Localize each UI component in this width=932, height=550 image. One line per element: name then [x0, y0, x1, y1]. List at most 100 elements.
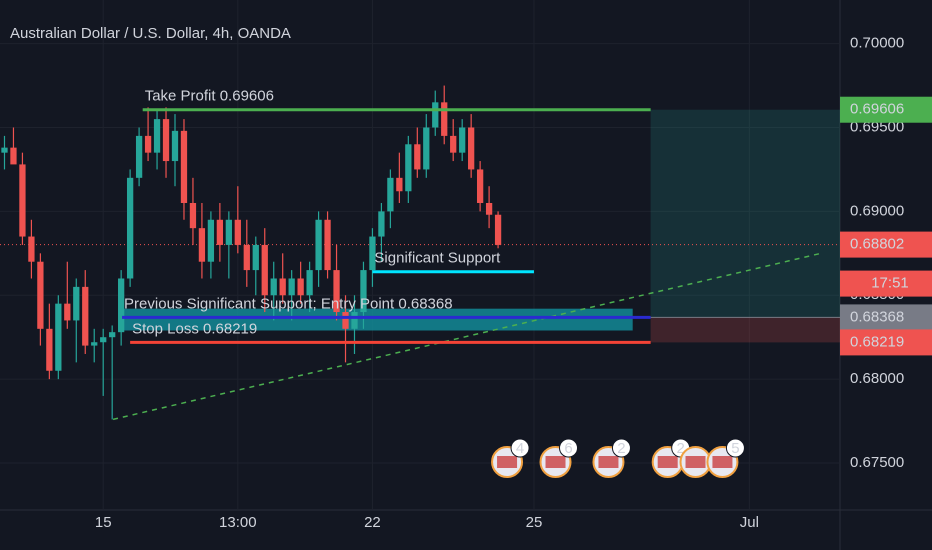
candle-body: [135, 135, 143, 178]
level-label: Take Profit 0.69606: [145, 88, 274, 105]
candle-body: [494, 214, 502, 245]
countdown: 17:51: [871, 275, 909, 292]
y-tick-label: 0.67500: [850, 454, 904, 471]
candle-body: [441, 102, 448, 136]
candle-body: [342, 312, 349, 329]
candle-body: [423, 127, 430, 170]
candle-body: [73, 286, 80, 321]
y-tick-label: 0.69000: [850, 202, 904, 219]
event-count: 2: [677, 440, 685, 457]
candle-body: [414, 144, 421, 170]
candle-body: [198, 228, 206, 262]
candle-body: [180, 130, 188, 203]
event-count-badge: [510, 438, 530, 458]
event-flag: [685, 456, 706, 468]
candle-body: [476, 169, 484, 203]
candle-body: [46, 328, 53, 371]
candle-body: [153, 119, 161, 153]
candle-body: [55, 303, 62, 371]
price-label-box: [840, 329, 932, 356]
candle-body: [162, 119, 170, 162]
candle-body: [19, 164, 26, 237]
event-flag: [497, 456, 518, 468]
candle-body: [324, 219, 331, 271]
candle-body: [100, 337, 107, 343]
candle-body: [207, 219, 215, 262]
candle-body: [37, 261, 44, 329]
event-count: 4: [516, 440, 524, 457]
candle-body: [261, 244, 268, 296]
candle-body: [279, 278, 286, 296]
event-count: 5: [731, 440, 739, 457]
stop-area: [650, 317, 840, 343]
candle-body: [82, 286, 89, 346]
level-label: Previous Significant Support; Entry Poin…: [124, 295, 453, 312]
candle-body: [252, 244, 259, 271]
candle-body: [360, 270, 367, 313]
candle-body: [243, 244, 250, 271]
candle-body: [144, 135, 152, 153]
candle-body: [485, 202, 493, 215]
candle-body: [91, 342, 98, 346]
candle-body: [297, 278, 304, 296]
candle-body: [109, 332, 116, 338]
event-flag: [657, 456, 678, 468]
candle-body: [315, 219, 322, 271]
candle-body: [468, 127, 475, 170]
event-count-badge: [611, 438, 631, 458]
event-count: 2: [617, 440, 625, 457]
x-tick-label: 13:00: [219, 514, 257, 531]
candle-body: [405, 144, 412, 192]
y-tick-label: 0.68000: [850, 370, 904, 387]
price-label-box: [840, 96, 932, 123]
event-count-badge: [725, 438, 745, 458]
x-tick-label: 25: [526, 514, 543, 531]
candle-body: [369, 236, 376, 271]
x-tick-label: 22: [364, 514, 381, 531]
candle-body: [171, 130, 179, 162]
price-label: 0.68802: [850, 236, 904, 253]
candle-body: [118, 278, 125, 333]
level-label: Stop Loss 0.68219: [132, 320, 257, 337]
y-tick-label: 0.69500: [850, 118, 904, 135]
candle-body: [450, 135, 457, 153]
candle-body: [28, 236, 35, 262]
x-tick-label: 15: [95, 514, 112, 531]
candle-body: [459, 127, 466, 153]
event-flag: [545, 456, 566, 468]
candle-body: [10, 147, 17, 165]
candle-body: [1, 147, 8, 153]
candle-body: [432, 102, 439, 128]
candle-body: [126, 177, 134, 279]
candle-body: [234, 219, 241, 245]
event-count: 6: [564, 440, 572, 457]
candle-body: [64, 303, 71, 321]
price-label: 0.69606: [850, 101, 904, 118]
candle-body: [351, 312, 358, 329]
candle-body: [216, 219, 224, 245]
candle-body: [225, 219, 232, 245]
trendline: [112, 252, 821, 421]
event-count-badge: [559, 438, 579, 458]
entry-zone: [122, 308, 633, 331]
event-flag: [712, 456, 733, 468]
chart-title: Australian Dollar / U.S. Dollar, 4h, OAN…: [10, 25, 291, 42]
event-flag: [598, 456, 619, 468]
candle-body: [306, 270, 313, 296]
target-area: [650, 109, 840, 318]
price-label: 0.68368: [850, 308, 904, 325]
candle-body: [333, 270, 340, 313]
candle-body: [378, 211, 385, 237]
candle-body: [288, 278, 295, 296]
candle-body: [387, 177, 394, 212]
countdown-box: [840, 270, 932, 297]
x-tick-label: Jul: [740, 514, 759, 531]
candle-body: [270, 278, 277, 296]
level-label: Significant Support: [374, 250, 501, 267]
candle-body: [396, 177, 403, 192]
price-label-box: [840, 231, 932, 258]
price-label-box: [840, 304, 932, 331]
y-tick-label: 0.70000: [850, 35, 904, 52]
